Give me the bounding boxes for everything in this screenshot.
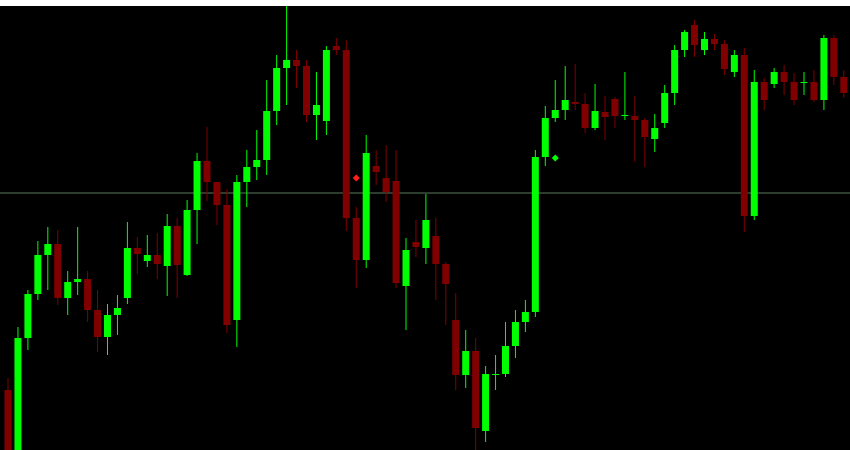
candle-body-bullish	[800, 82, 808, 83]
buy-signal-diamond	[551, 154, 559, 162]
candles-group	[4, 6, 848, 450]
candle-body-bullish	[163, 226, 171, 266]
candle-body-bearish	[830, 38, 838, 77]
candle-body-bearish	[342, 50, 350, 218]
candle-body-bullish	[661, 93, 669, 123]
candle-body-bearish	[432, 236, 440, 264]
candle-body-bearish	[372, 166, 380, 172]
candle-body-bullish	[74, 279, 82, 282]
candle-body-bearish	[173, 226, 181, 265]
candle-body-bearish	[472, 351, 480, 428]
candle-body-bearish	[601, 112, 609, 117]
candle-body-bearish	[153, 255, 161, 264]
candle-body-bullish	[482, 374, 490, 431]
candle-body-bullish	[591, 111, 599, 128]
candle-body-bearish	[412, 242, 420, 247]
candle-body-bullish	[183, 210, 191, 275]
candle-body-bullish	[104, 315, 111, 337]
candle-body-bullish	[243, 167, 251, 182]
candle-body-bearish	[133, 248, 141, 254]
candle-body-bullish	[34, 255, 42, 294]
candle-body-bullish	[651, 128, 659, 139]
candle-body-bearish	[641, 120, 649, 137]
candle-body-bullish	[362, 153, 370, 260]
candle-body-bullish	[44, 244, 52, 255]
candle-body-bullish	[541, 118, 549, 157]
candle-body-bearish	[710, 39, 718, 44]
candle-body-bearish	[223, 205, 231, 325]
candle-body-bearish	[392, 181, 400, 283]
candle-body-bullish	[273, 68, 281, 111]
candle-body-bullish	[621, 115, 629, 116]
candle-body-bullish	[123, 248, 131, 298]
candle-body-bearish	[571, 102, 579, 104]
candle-body-bearish	[84, 279, 92, 310]
sell-signal-diamond	[352, 174, 360, 182]
candle-body-bearish	[442, 264, 450, 284]
candle-body-bearish	[452, 320, 460, 375]
candle-body-bullish	[253, 160, 261, 167]
candle-body-bullish	[402, 250, 410, 286]
candle-body-bearish	[382, 178, 390, 192]
candle-body-bullish	[64, 282, 72, 298]
candle-body-bearish	[790, 82, 798, 100]
candle-body-bullish	[422, 220, 430, 248]
candle-body-bullish	[531, 157, 539, 312]
candle-body-bearish	[581, 104, 589, 128]
candle-body-bullish	[561, 100, 569, 110]
candle-body-bullish	[681, 32, 689, 50]
candle-body-bullish	[701, 39, 708, 50]
candle-body-bullish	[322, 50, 330, 121]
candle-body-bullish	[750, 82, 758, 216]
candle-body-bearish	[740, 55, 748, 216]
candle-body-bullish	[730, 55, 738, 72]
signal-markers-group	[352, 154, 559, 182]
candle-body-bullish	[143, 255, 151, 261]
candle-body-bullish	[233, 182, 241, 320]
candle-body-bearish	[4, 390, 12, 450]
chart-panel	[0, 6, 850, 450]
candle-body-bullish	[113, 308, 121, 315]
candle-body-bullish	[24, 294, 32, 338]
candlestick-chart	[0, 6, 850, 450]
candle-body-bearish	[840, 77, 848, 93]
candle-body-bullish	[521, 312, 529, 322]
candle-body-bearish	[810, 82, 818, 100]
candle-body-bullish	[462, 351, 470, 375]
candle-body-bearish	[780, 72, 788, 82]
candle-body-bullish	[193, 161, 201, 210]
candle-body-bullish	[283, 60, 291, 68]
candle-body-bullish	[511, 322, 519, 346]
candle-body-bullish	[820, 38, 828, 100]
candle-body-bearish	[760, 82, 768, 100]
candle-body-bearish	[631, 116, 639, 120]
candle-body-bullish	[671, 50, 679, 93]
candle-body-bullish	[492, 374, 500, 375]
candle-body-bearish	[691, 25, 699, 45]
candle-body-bullish	[263, 111, 271, 160]
candle-body-bearish	[203, 161, 211, 182]
candle-body-bearish	[293, 60, 301, 66]
candle-body-bearish	[303, 66, 310, 115]
candle-body-bearish	[720, 44, 728, 69]
candle-body-bearish	[54, 244, 62, 298]
candle-body-bullish	[502, 346, 509, 374]
candle-body-bearish	[352, 218, 360, 260]
candle-body-bullish	[770, 72, 778, 84]
candle-body-bearish	[94, 310, 102, 337]
candle-body-bullish	[312, 105, 320, 115]
candle-body-bearish	[332, 46, 340, 50]
candle-body-bullish	[551, 110, 559, 118]
candle-body-bearish	[213, 182, 221, 205]
candle-body-bullish	[14, 338, 22, 450]
candle-body-bearish	[611, 99, 619, 116]
